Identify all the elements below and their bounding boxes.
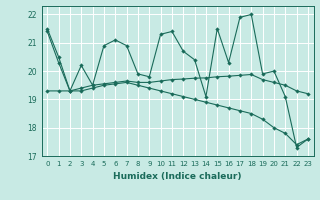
X-axis label: Humidex (Indice chaleur): Humidex (Indice chaleur) — [113, 172, 242, 181]
